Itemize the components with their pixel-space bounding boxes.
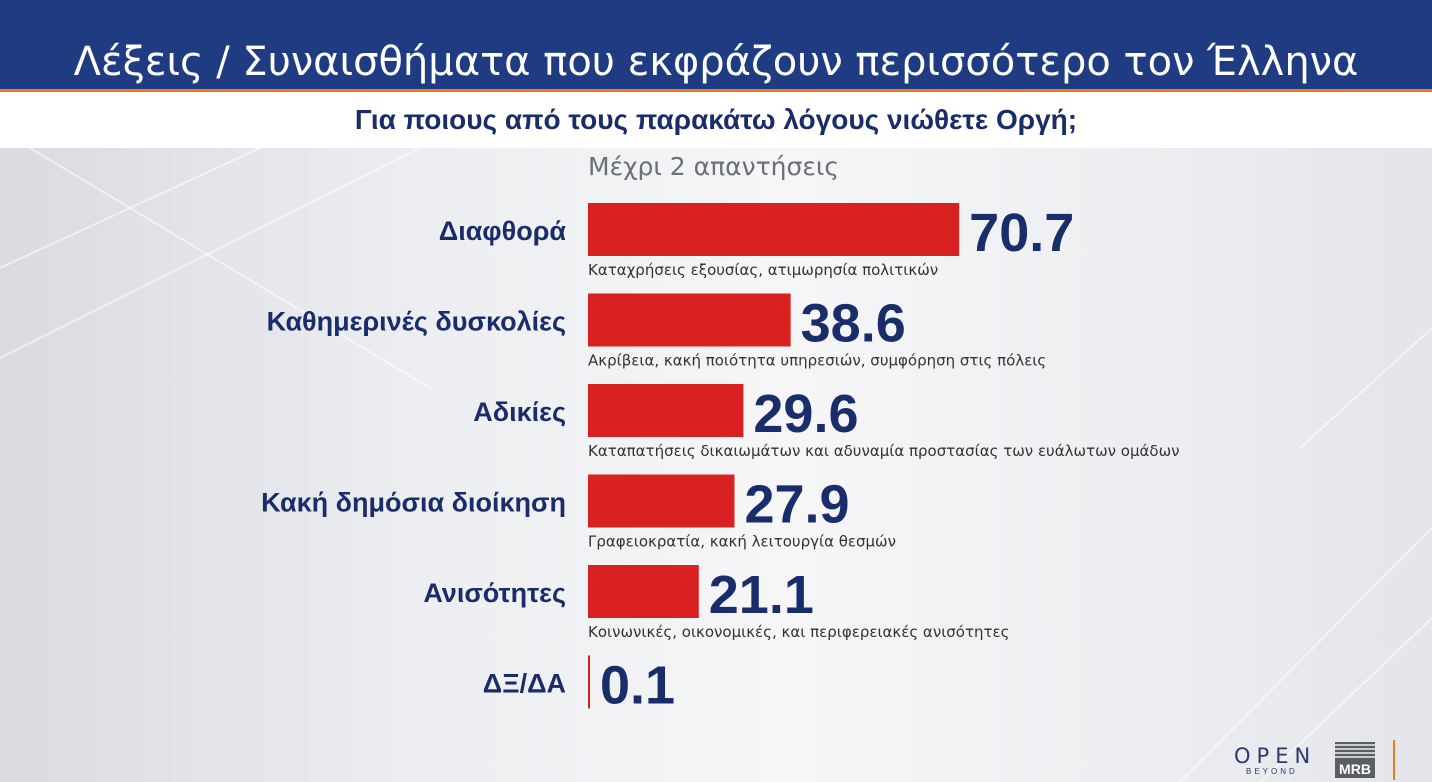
category-description: Κοινωνικές, οικονομικές, και περιφερειακ… [588,623,1009,641]
bar [588,565,699,618]
category-label: Διαφθορά [439,216,567,246]
bar [588,384,744,437]
value-label: 38.6 [801,294,906,354]
value-label: 70.7 [969,203,1074,263]
value-label: 21.1 [709,565,814,625]
open-logo-subtitle: BEYOND [1246,767,1298,776]
category-description: Καταχρήσεις εξουσίας, ατιμωρησία πολιτικ… [588,261,938,279]
bar [588,474,735,528]
question-title: Για ποιους από τους παρακάτω λόγους νιώθ… [354,104,1078,135]
mrb-logo-text: MRB [1339,761,1371,777]
category-description: Γραφειοκρατία, κακή λειτουργία θεσμών [588,533,896,551]
value-label: 27.9 [744,475,849,535]
bar-row: ΔΞ/ΔΑ 0.1 [483,655,675,716]
header-bar: Λέξεις / Συναισθήματα που εκφράζουν περι… [0,0,1432,92]
category-label: Καθημερινές δυσκολίες [267,307,566,337]
category-label: Αδικίες [473,397,566,427]
bar [588,655,590,709]
chart-note: Μέχρι 2 απαντήσεις [588,152,840,181]
page-title: Λέξεις / Συναισθήματα που εκφράζουν περι… [73,39,1359,85]
mrb-logo-stripes [1335,742,1375,760]
bar-row: Κακή δημόσια διοίκηση 27.9Γραφειοκρατία, … [261,474,896,551]
category-label: ΔΞ/ΔΑ [483,669,566,699]
value-label: 0.1 [600,656,675,716]
bar-row: Διαφθορά 70.7 Καταχρήσεις εξουσίας, ατιμωρ… [439,203,1074,279]
category-description: Ακρίβεια, κακή ποιότητα υπηρεσιών, συμφό… [588,352,1046,370]
open-logo: OPEN [1234,744,1317,768]
category-description: Καταπατήσεις δικαιωμάτων και αδυναμία πρ… [588,442,1180,460]
category-label: Ανισότητες [423,578,566,608]
question-bar: Για ποιους από τους παρακάτω λόγους νιώθ… [0,92,1432,148]
bar [588,203,960,256]
bar [588,293,791,347]
corner-accent [1393,740,1395,780]
mrb-logo: MRB [1335,742,1375,778]
category-label: Κακή δημόσια διοίκηση [261,488,566,518]
value-label: 29.6 [753,384,858,444]
